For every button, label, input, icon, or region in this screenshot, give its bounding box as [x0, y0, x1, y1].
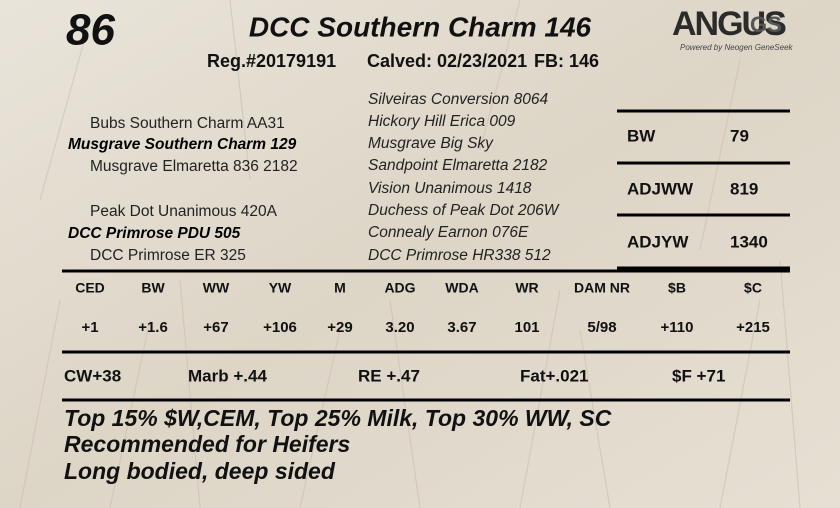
- epd-value: +215: [736, 319, 770, 336]
- trait: CW+38: [64, 366, 121, 385]
- grandparent: DCC Primrose HR338 512: [368, 247, 551, 264]
- weight-label: ADJYW: [627, 232, 689, 251]
- epd-value: 5/98: [587, 319, 616, 336]
- epd-header: BW: [141, 280, 165, 296]
- grandparent: Vision Unanimous 1418: [368, 180, 532, 197]
- epd-header: WR: [515, 280, 538, 296]
- epd-header: $B: [668, 280, 686, 296]
- grandparent: Hickory Hill Erica 009: [368, 113, 516, 130]
- epd-value: 3.67: [447, 319, 476, 336]
- trait: $F +71: [672, 366, 725, 385]
- epd-header: ADG: [384, 280, 415, 296]
- epd-value: 101: [514, 319, 539, 336]
- pedigree: Musgrave Southern Charm 129: [68, 136, 297, 153]
- weight-label: BW: [627, 126, 656, 145]
- note: Long bodied, deep sided: [64, 458, 336, 484]
- weight-label: ADJWW: [627, 179, 694, 198]
- pedigree: Bubs Southern Charm AA31: [90, 115, 285, 132]
- calved: Calved: 02/23/2021: [367, 51, 527, 71]
- epd-header: M: [334, 280, 346, 296]
- lot-number: 86: [66, 6, 115, 55]
- epd-value: +1: [81, 319, 98, 336]
- trait: Marb +.44: [188, 366, 267, 385]
- note: Recommended for Heifers: [64, 431, 350, 457]
- pedigree: Peak Dot Unanimous 420A: [90, 203, 278, 220]
- logo-tagline: Powered by Neogen GeneSeek: [680, 43, 794, 52]
- grandparent: Silveiras Conversion 8064: [368, 91, 548, 108]
- epd-header: DAM NR: [574, 280, 630, 296]
- note: Top 15% $W,CEM, Top 25% Milk, Top 30% WW…: [64, 405, 612, 431]
- weight-value: 79: [730, 126, 749, 145]
- logo-suffix: GS: [750, 12, 782, 37]
- title: DCC Southern Charm 146: [249, 11, 592, 42]
- pedigree: Musgrave Elmaretta 836 2182: [90, 158, 298, 175]
- trait: Fat+.021: [520, 366, 589, 385]
- pedigree: DCC Primrose PDU 505: [68, 225, 241, 242]
- epd-value: +106: [263, 319, 297, 336]
- pedigree: DCC Primrose ER 325: [90, 247, 246, 264]
- grandparent: Connealy Earnon 076E: [368, 224, 529, 241]
- grandparent: Duchess of Peak Dot 206W: [368, 202, 560, 219]
- reg: Reg.#20179191: [207, 51, 336, 71]
- epd-header: YW: [269, 280, 292, 296]
- epd-value: +110: [661, 319, 694, 336]
- trait: RE +.47: [358, 366, 420, 385]
- epd-value: +29: [327, 319, 352, 336]
- weight-value: 819: [730, 179, 758, 198]
- epd-value: +1.6: [138, 319, 168, 336]
- epd-header: WDA: [445, 280, 478, 296]
- epd-header: WW: [203, 280, 230, 296]
- epd-value: +67: [203, 319, 228, 336]
- grandparent: Sandpoint Elmaretta 2182: [368, 157, 548, 174]
- logo-brand: ANGUS: [672, 5, 786, 43]
- grandparent: Musgrave Big Sky: [368, 135, 494, 152]
- fb: FB: 146: [534, 51, 599, 71]
- epd-value: 3.20: [385, 319, 414, 336]
- epd-header: $C: [744, 280, 762, 296]
- epd-header: CED: [75, 280, 105, 296]
- weight-value: 1340: [730, 232, 768, 251]
